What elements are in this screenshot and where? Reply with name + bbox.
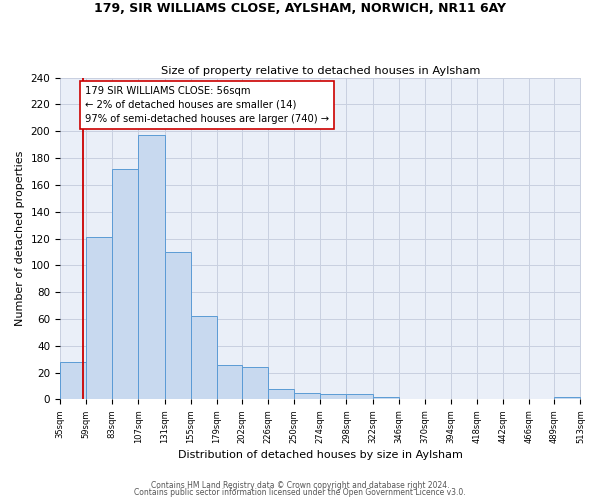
Bar: [294, 393, 320, 400]
Bar: [268, 388, 294, 400]
Text: Contains public sector information licensed under the Open Government Licence v3: Contains public sector information licen…: [134, 488, 466, 497]
Bar: [217, 364, 242, 400]
Bar: [112, 169, 139, 400]
Bar: [191, 316, 217, 400]
Y-axis label: Number of detached properties: Number of detached properties: [15, 151, 25, 326]
Bar: [139, 136, 164, 400]
Bar: [373, 397, 398, 400]
Bar: [86, 237, 112, 400]
Text: 179 SIR WILLIAMS CLOSE: 56sqm
← 2% of detached houses are smaller (14)
97% of se: 179 SIR WILLIAMS CLOSE: 56sqm ← 2% of de…: [85, 86, 329, 124]
X-axis label: Distribution of detached houses by size in Aylsham: Distribution of detached houses by size …: [178, 450, 463, 460]
Title: Size of property relative to detached houses in Aylsham: Size of property relative to detached ho…: [161, 66, 480, 76]
Text: Contains HM Land Registry data © Crown copyright and database right 2024.: Contains HM Land Registry data © Crown c…: [151, 480, 449, 490]
Bar: [554, 397, 580, 400]
Bar: [60, 362, 86, 400]
Bar: [320, 394, 346, 400]
Bar: [164, 252, 191, 400]
Bar: [346, 394, 373, 400]
Bar: [242, 368, 268, 400]
Text: 179, SIR WILLIAMS CLOSE, AYLSHAM, NORWICH, NR11 6AY: 179, SIR WILLIAMS CLOSE, AYLSHAM, NORWIC…: [94, 2, 506, 16]
